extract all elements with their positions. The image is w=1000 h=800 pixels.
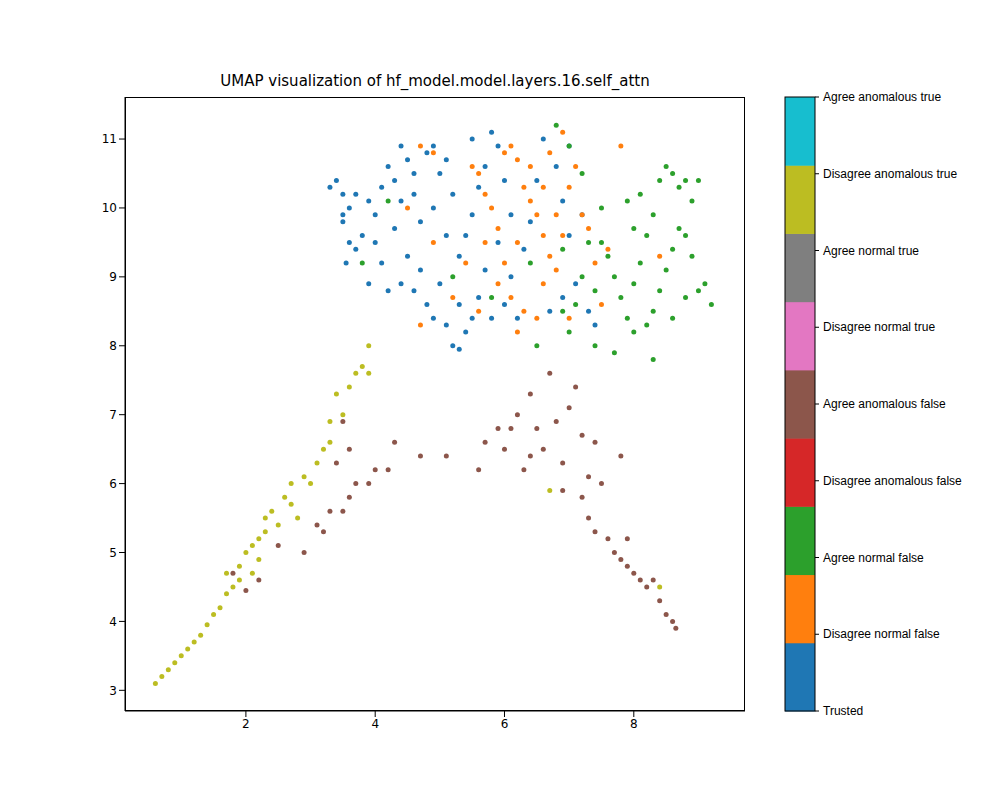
html-text:UMAP visualization of hf_model: UMAP visualization of hf_model.model.lay… [220, 72, 650, 90]
svg-text:6: 6 [501, 717, 509, 731]
svg-text:5: 5 [109, 546, 117, 560]
svg-text:Agree normal true: Agree normal true [823, 244, 919, 258]
svg-text:Disagree normal false: Disagree normal false [823, 627, 940, 641]
svg-text:Disagree normal true: Disagree normal true [823, 320, 935, 334]
svg-text:7: 7 [109, 408, 117, 422]
svg-text:8: 8 [630, 717, 638, 731]
svg-text:Disagree anomalous false: Disagree anomalous false [823, 474, 962, 488]
svg-text:11: 11 [102, 132, 117, 146]
svg-text:4: 4 [109, 615, 117, 629]
svg-text:4: 4 [371, 717, 379, 731]
svg-text:2: 2 [242, 717, 250, 731]
svg-text:3: 3 [109, 684, 117, 698]
svg-text:8: 8 [109, 339, 117, 353]
svg-text:9: 9 [109, 270, 117, 284]
svg-text:10: 10 [102, 201, 117, 215]
svg-text:Agree anomalous true: Agree anomalous true [823, 90, 941, 104]
svg-text:6: 6 [109, 477, 117, 491]
svg-text:Trusted: Trusted [823, 704, 863, 718]
svg-text:Disagree anomalous true: Disagree anomalous true [823, 167, 957, 181]
svg-text:Agree normal false: Agree normal false [823, 551, 924, 565]
svg-text:Agree anomalous false: Agree anomalous false [823, 397, 946, 411]
